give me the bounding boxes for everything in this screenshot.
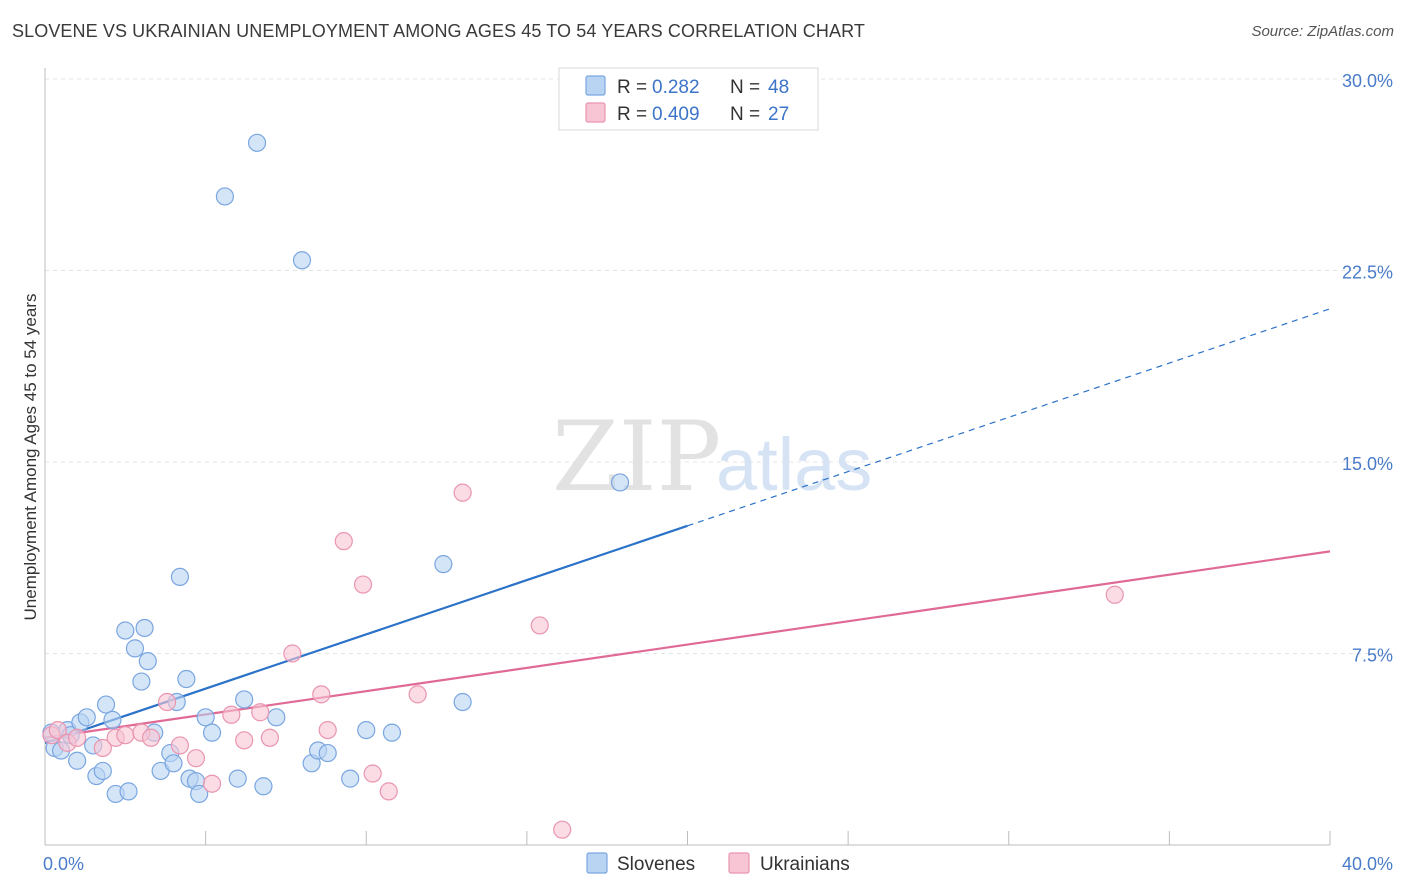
point-slovenes <box>215 187 234 206</box>
point-ukrainians <box>186 749 206 768</box>
point-slovenes <box>93 761 112 781</box>
legend-n-label: N = <box>730 77 760 98</box>
legend-n-value-ukrainians: 27 <box>768 104 789 125</box>
point-slovenes <box>132 672 151 691</box>
point-slovenes <box>135 618 154 638</box>
point-slovenes <box>267 708 286 727</box>
point-slovenes <box>610 473 630 492</box>
point-slovenes <box>164 754 183 773</box>
trend-line-extension-slovenes <box>687 308 1331 527</box>
legend-r-value-ukrainians: 0.409 <box>652 104 700 125</box>
watermark-zip: ZIP <box>552 401 721 513</box>
point-slovenes <box>103 710 122 729</box>
point-ukrainians <box>141 728 161 747</box>
point-ukrainians <box>202 774 222 793</box>
point-ukrainians <box>353 575 373 594</box>
gridlines <box>45 78 1392 654</box>
point-ukrainians <box>68 728 87 747</box>
point-ukrainians <box>312 685 331 704</box>
point-slovenes <box>357 720 376 740</box>
legend-r-label: R = <box>617 77 647 98</box>
legend-r-label: R = <box>617 104 647 125</box>
point-slovenes <box>190 784 209 804</box>
point-ukrainians <box>260 728 279 747</box>
legend-n-value-slovenes: 48 <box>768 77 789 98</box>
watermark-atlas: atlas <box>716 423 872 506</box>
point-ukrainians <box>235 731 254 750</box>
tick-labels: 7.5% 15.0% 22.5% 30.0% 0.0% 40.0% <box>43 71 1393 874</box>
point-slovenes <box>292 251 312 270</box>
point-ukrainians <box>222 705 241 724</box>
point-ukrainians <box>1105 585 1124 604</box>
point-ukrainians <box>251 703 270 722</box>
point-slovenes <box>247 133 267 152</box>
legend-r-value-slovenes: 0.282 <box>652 77 700 98</box>
point-slovenes <box>68 751 87 770</box>
y-tick-label: 7.5% <box>1352 646 1393 666</box>
point-slovenes <box>318 743 337 763</box>
point-ukrainians <box>170 736 190 755</box>
point-slovenes <box>235 690 254 709</box>
point-ukrainians <box>363 764 382 783</box>
bottom-legend-swatch-slovenes <box>586 852 608 874</box>
point-ukrainians <box>116 726 135 745</box>
point-slovenes <box>116 621 135 640</box>
point-slovenes <box>196 708 215 727</box>
y-tick-label: 15.0% <box>1342 454 1393 474</box>
source-label: Source: ZipAtlas.com <box>1251 23 1394 40</box>
point-ukrainians <box>318 720 337 740</box>
legend-swatch-slovenes <box>585 75 606 96</box>
trend-line-slovenes <box>44 524 688 744</box>
legend-swatch-ukrainians <box>585 102 606 123</box>
point-slovenes <box>202 723 222 742</box>
point-slovenes <box>125 639 145 658</box>
point-slovenes <box>434 555 453 574</box>
point-slovenes <box>77 708 96 727</box>
point-slovenes <box>382 723 402 742</box>
y-tick-label: 22.5% <box>1342 263 1393 283</box>
point-ukrainians <box>453 483 472 502</box>
point-ukrainians <box>157 692 177 712</box>
legend: R = 0.282 N = 48 R = 0.409 N = 27 <box>558 67 819 131</box>
point-slovenes <box>453 692 472 712</box>
trend-lines <box>44 308 1331 744</box>
point-slovenes <box>96 695 116 714</box>
point-slovenes <box>177 669 196 689</box>
point-slovenes <box>341 769 360 788</box>
point-slovenes <box>254 777 273 796</box>
bottom-legend: Slovenes Ukrainians <box>586 852 850 875</box>
point-slovenes <box>119 782 138 801</box>
point-ukrainians <box>408 685 427 704</box>
point-ukrainians <box>379 782 398 801</box>
y-tick-label: 30.0% <box>1342 71 1393 91</box>
point-ukrainians <box>283 644 302 663</box>
point-slovenes <box>228 769 247 788</box>
bottom-legend-swatch-ukrainians <box>728 852 750 874</box>
point-ukrainians <box>93 738 112 758</box>
axes <box>44 68 1331 846</box>
point-ukrainians <box>48 720 67 740</box>
chart-title: SLOVENE VS UKRAINIAN UNEMPLOYMENT AMONG … <box>12 21 865 41</box>
x-tick-label-right: 40.0% <box>1342 854 1393 874</box>
y-axis-label: Unemployment Among Ages 45 to 54 years <box>21 294 40 621</box>
point-ukrainians <box>553 820 572 839</box>
legend-n-label: N = <box>730 104 760 125</box>
data-points <box>42 133 1124 839</box>
point-slovenes <box>170 567 190 587</box>
x-tick-label-left: 0.0% <box>43 854 84 874</box>
point-slovenes <box>138 652 157 671</box>
bottom-legend-slovenes: Slovenes <box>617 854 695 875</box>
point-ukrainians <box>530 616 549 635</box>
bottom-legend-ukrainians: Ukrainians <box>760 854 850 875</box>
point-ukrainians <box>334 532 353 551</box>
